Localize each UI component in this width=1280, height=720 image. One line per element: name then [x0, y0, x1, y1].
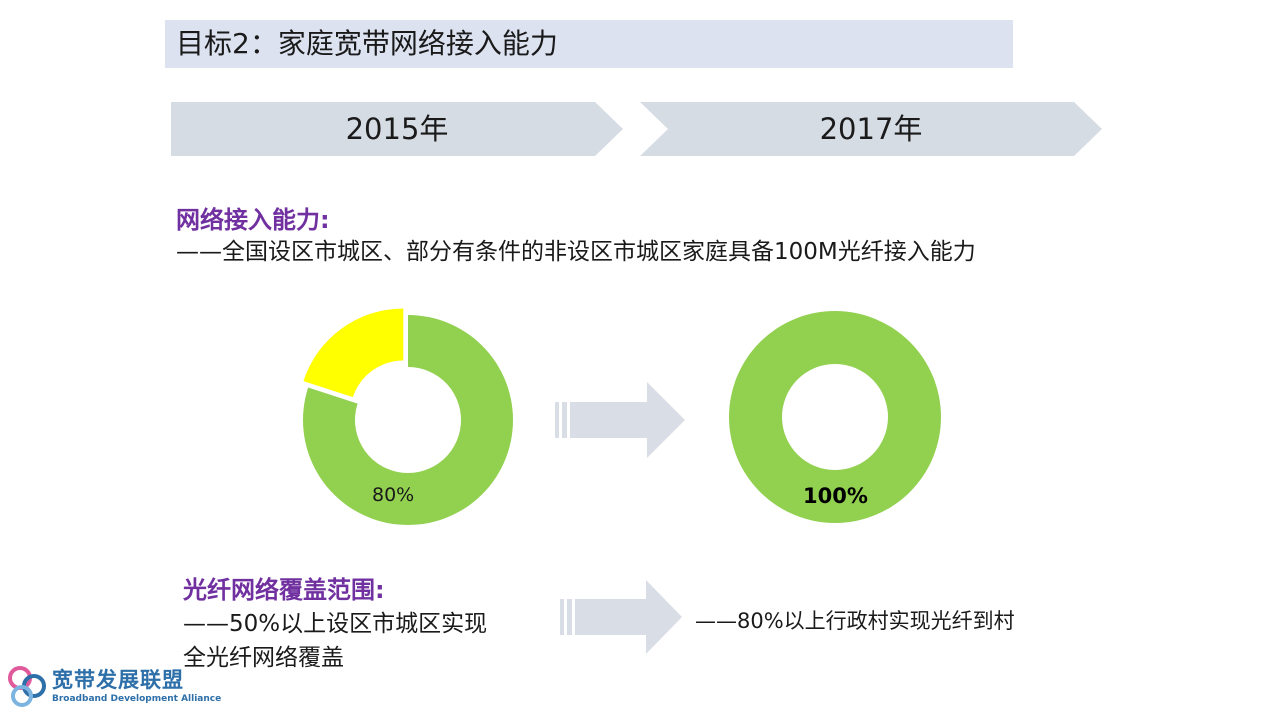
page-title: 目标2：家庭宽带网络接入能力: [176, 27, 558, 60]
logo-name-cn: 宽带发展联盟: [52, 668, 184, 692]
donut-label-2017: 100%: [803, 484, 868, 508]
year-label-2015: 2015年: [345, 112, 449, 146]
coverage-heading: 光纤网络覆盖范围:: [183, 576, 385, 604]
donut-segment-covered: [303, 315, 513, 525]
year-label-2017: 2017年: [819, 112, 923, 146]
access-description: ——全国设区市城区、部分有条件的非设区市城区家庭具备100M光纤接入能力: [176, 239, 976, 265]
donut-segment-uncovered: [303, 308, 404, 398]
logo-mark-icon: [8, 666, 46, 707]
donut-chart-2015: [303, 308, 513, 525]
chevron-shape: [640, 102, 1102, 156]
donut-segment-covered: [729, 311, 941, 523]
year-chevron-2015: 2015年: [171, 102, 623, 156]
right-arrow-icon: [555, 382, 685, 458]
logo-name-en: Broadband Development Alliance: [52, 694, 222, 704]
coverage-line-2: 全光纤网络覆盖: [183, 645, 344, 671]
right-arrow-icon: [560, 580, 682, 654]
chevron-shape: [171, 102, 623, 156]
year-chevron-2017: 2017年: [640, 102, 1102, 156]
access-heading: 网络接入能力:: [176, 206, 330, 234]
alliance-logo: 宽带发展联盟 Broadband Development Alliance: [6, 662, 221, 714]
coverage-target: ——80%以上行政村实现光纤到村: [695, 609, 1015, 633]
donut-label-2015: 80%: [372, 484, 415, 506]
donut-chart-2017: [729, 311, 941, 523]
coverage-line-1: ——50%以上设区市城区实现: [183, 611, 488, 637]
title-banner: [165, 20, 1013, 68]
